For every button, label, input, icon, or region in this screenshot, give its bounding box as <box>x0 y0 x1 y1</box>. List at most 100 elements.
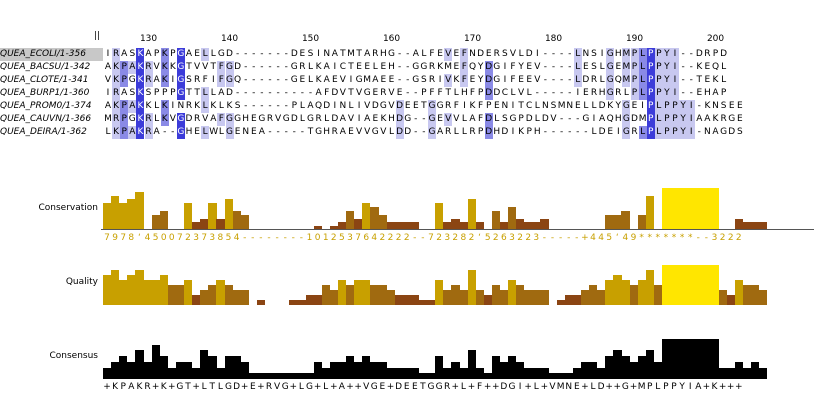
residue-cell[interactable]: E <box>728 101 735 111</box>
residue-cell[interactable]: P <box>477 88 484 98</box>
residue-cell[interactable]: I <box>671 74 679 87</box>
residue-cell[interactable]: A <box>469 114 476 124</box>
residue-cell[interactable]: V <box>444 48 453 61</box>
residue-cell[interactable]: - <box>397 75 402 85</box>
residue-cell[interactable]: L <box>348 101 354 111</box>
residue-cell[interactable]: D <box>525 114 533 124</box>
residue-cell[interactable]: K <box>704 101 711 111</box>
residue-cell[interactable]: G <box>412 62 420 72</box>
residue-cell[interactable]: E <box>704 75 711 85</box>
residue-cell[interactable]: G <box>428 126 436 139</box>
residue-cell[interactable]: - <box>244 75 248 85</box>
residue-cell[interactable]: V <box>347 114 355 124</box>
residue-cell[interactable]: G <box>493 75 501 85</box>
residue-cell[interactable]: - <box>681 62 685 72</box>
residue-cell[interactable]: G <box>622 113 631 126</box>
residue-cell[interactable]: L <box>638 74 647 87</box>
residue-cell[interactable]: - <box>252 49 256 59</box>
residue-cell[interactable]: K <box>160 74 169 87</box>
residue-cell[interactable]: M <box>622 48 631 61</box>
residue-cell[interactable]: P <box>477 127 484 137</box>
residue-cell[interactable]: N <box>177 101 185 111</box>
residue-cell[interactable]: - <box>300 127 305 137</box>
residue-cell[interactable]: - <box>568 75 572 85</box>
residue-cell[interactable]: A <box>331 49 338 59</box>
residue-cell[interactable]: I <box>357 114 361 124</box>
residue-cell[interactable]: R <box>428 62 436 72</box>
residue-cell[interactable]: G <box>606 74 615 87</box>
residue-cell[interactable]: P <box>153 49 160 59</box>
residue-cell[interactable]: Y <box>615 101 622 111</box>
residue-cell[interactable]: F <box>217 113 226 126</box>
residue-cell[interactable]: R <box>720 114 727 124</box>
residue-cell[interactable]: A <box>185 49 193 59</box>
residue-cell[interactable]: I <box>211 75 215 85</box>
residue-cell[interactable]: V <box>364 101 371 111</box>
sequence-id-label[interactable]: QUEA_CLOTE/1-341 <box>0 75 89 85</box>
residue-cell[interactable]: K <box>136 126 145 139</box>
residue-cell[interactable]: I <box>687 100 696 113</box>
residue-cell[interactable]: D <box>404 127 412 137</box>
residue-cell[interactable]: A <box>599 114 606 124</box>
residue-cell[interactable]: P <box>120 61 129 74</box>
residue-cell[interactable]: L <box>201 126 210 139</box>
residue-cell[interactable]: D <box>501 127 509 137</box>
residue-cell[interactable]: N <box>566 101 574 111</box>
residue-cell[interactable]: I <box>592 114 596 124</box>
residue-cell[interactable]: D <box>631 114 638 124</box>
residue-cell[interactable]: R <box>144 126 153 139</box>
residue-cell[interactable]: L <box>638 126 647 139</box>
residue-cell[interactable]: T <box>186 62 192 72</box>
residue-cell[interactable]: G <box>176 87 185 100</box>
residue-cell[interactable]: G <box>234 114 242 124</box>
residue-cell[interactable]: - <box>559 127 564 137</box>
residue-cell[interactable]: Y <box>477 62 484 72</box>
residue-cell[interactable]: E <box>453 62 460 72</box>
residue-cell[interactable]: M <box>557 101 566 111</box>
residue-cell[interactable]: Y <box>662 61 671 74</box>
residue-cell[interactable]: - <box>406 88 410 98</box>
residue-cell[interactable]: D <box>323 101 331 111</box>
residue-cell[interactable]: F <box>324 88 330 98</box>
residue-cell[interactable]: T <box>186 88 192 98</box>
residue-cell[interactable]: V <box>534 75 541 85</box>
residue-cell[interactable]: E <box>526 75 533 85</box>
residue-cell[interactable]: - <box>689 88 693 98</box>
residue-cell[interactable]: - <box>244 88 248 98</box>
residue-cell[interactable]: - <box>689 75 693 85</box>
residue-cell[interactable]: - <box>268 62 272 72</box>
residue-cell[interactable]: - <box>308 88 313 98</box>
residue-cell[interactable]: K <box>136 87 145 100</box>
residue-cell[interactable]: A <box>712 127 719 137</box>
residue-cell[interactable]: C <box>339 62 347 72</box>
residue-cell[interactable]: M <box>622 61 631 74</box>
residue-cell[interactable]: D <box>290 114 298 124</box>
residue-cell[interactable]: - <box>414 114 418 124</box>
residue-cell[interactable]: F <box>429 49 435 59</box>
residue-cell[interactable]: - <box>681 88 685 98</box>
residue-cell[interactable]: H <box>533 127 541 137</box>
residue-cell[interactable]: L <box>461 127 467 137</box>
residue-cell[interactable]: A <box>437 127 444 137</box>
residue-cell[interactable]: S <box>129 88 136 98</box>
residue-cell[interactable]: - <box>244 101 248 111</box>
residue-cell[interactable]: D <box>582 75 590 85</box>
residue-cell[interactable]: - <box>559 75 564 85</box>
residue-cell[interactable]: F <box>429 88 435 98</box>
residue-cell[interactable]: G <box>225 126 234 139</box>
residue-cell[interactable]: Q <box>711 62 720 72</box>
residue-cell[interactable]: S <box>591 62 597 72</box>
sequence-id-label[interactable]: QUEA_DEIRA/1-362 <box>0 127 87 137</box>
residue-cell[interactable]: L <box>218 127 224 137</box>
residue-cell[interactable]: P <box>712 49 719 59</box>
residue-cell[interactable]: - <box>284 127 288 137</box>
residue-cell[interactable]: V <box>339 75 346 85</box>
residue-cell[interactable]: S <box>591 49 597 59</box>
residue-cell[interactable]: K <box>136 113 145 126</box>
residue-cell[interactable]: V <box>356 127 363 137</box>
residue-cell[interactable]: L <box>324 114 330 124</box>
residue-cell[interactable]: V <box>444 113 453 126</box>
residue-cell[interactable]: - <box>559 88 564 98</box>
residue-cell[interactable]: V <box>202 114 209 124</box>
residue-cell[interactable]: R <box>590 88 598 98</box>
